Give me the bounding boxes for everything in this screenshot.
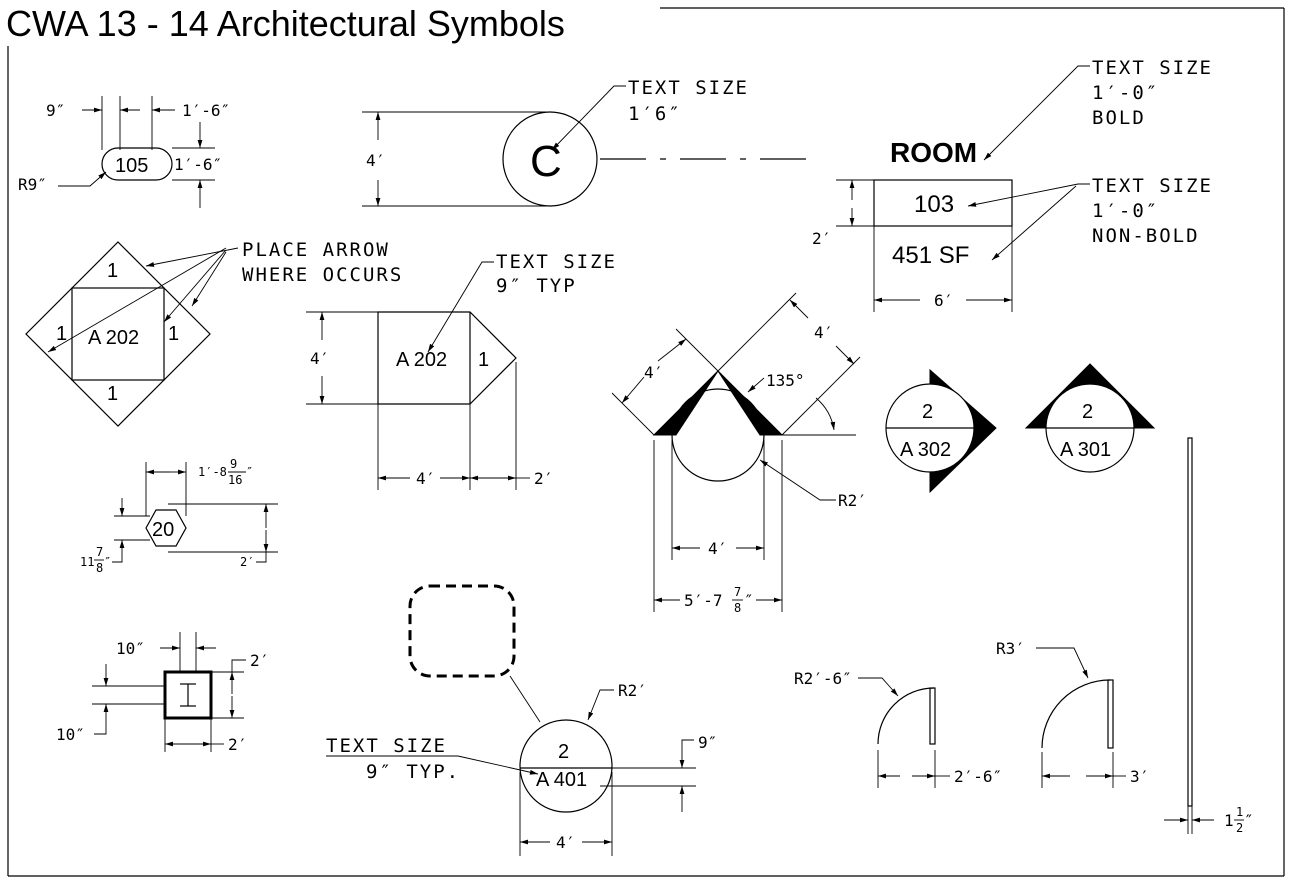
room-name-number: 103 bbox=[914, 191, 954, 218]
section-tag-note-2: 1′6″ bbox=[628, 103, 682, 125]
room-nonbold-note-1: TEXT SIZE bbox=[1092, 175, 1213, 197]
hex-height-inch: ″ bbox=[104, 555, 111, 569]
room-name-tag: TEXT SIZE 1′-0″ BOLD ROOM 103 451 SF TEX… bbox=[812, 57, 1213, 312]
detail-overall: 5′-7 bbox=[684, 591, 723, 610]
detail-overall-inch: ″ bbox=[744, 591, 754, 610]
wall-thickness: 1 1 2 ″ bbox=[1164, 437, 1254, 835]
room-nonbold-note-2: 1′-0″ bbox=[1092, 200, 1159, 222]
detail-tag-135: 4′ 4′ 135° R2′ 4′ 5′-7 7 8 ″ bbox=[611, 292, 867, 615]
section-tag-note-1: TEXT SIZE bbox=[628, 77, 749, 99]
interior-elevation-tag: 1 1 1 1 A 202 PLACE ARROW WHERE OCCURS bbox=[25, 239, 403, 427]
elev-tag-note-1: TEXT SIZE bbox=[496, 251, 617, 273]
hex-height-frac-den: 8 bbox=[96, 561, 103, 575]
room-name: ROOM bbox=[890, 137, 977, 168]
section-tag-a301: 2 A 301 bbox=[1024, 363, 1156, 473]
elev-tag-width: 4′ bbox=[416, 469, 435, 488]
elev-tag-height: 4′ bbox=[310, 349, 329, 368]
int-elev-note-2: WHERE OCCURS bbox=[242, 264, 403, 286]
elev-tag-point: 2′ bbox=[534, 469, 553, 488]
column-bottom-dim: 2′ bbox=[228, 735, 247, 754]
door-1-width: 2′-6″ bbox=[954, 767, 1002, 786]
door-1-radius: R2′-6″ bbox=[794, 669, 852, 688]
callout-sheet: A 401 bbox=[536, 769, 587, 791]
column-tag: 10″ 10″ 2′ 2′ bbox=[56, 632, 269, 754]
callout-diameter: 4′ bbox=[556, 833, 575, 852]
door-2-radius: R3′ bbox=[996, 639, 1025, 658]
room-tag-radius: R9″ bbox=[18, 175, 47, 194]
detail-overall-frac-num: 7 bbox=[734, 585, 741, 599]
sheet-border bbox=[7, 7, 1285, 877]
hex-tag: 20 1′-8 9 16 ″ 11 7 8 ″ 2′ bbox=[80, 457, 278, 575]
hex-width: 1′-8 bbox=[198, 465, 227, 479]
room-nonbold-note-3: NON-BOLD bbox=[1092, 225, 1200, 247]
column-right-dim: 2′ bbox=[250, 651, 269, 670]
hex-depth: 2′ bbox=[240, 555, 254, 569]
wall-thickness-inch: ″ bbox=[1244, 811, 1254, 830]
detail-angle: 135° bbox=[766, 371, 805, 390]
wall-thickness-whole: 1 bbox=[1224, 811, 1234, 830]
detail-diameter: 4′ bbox=[708, 539, 727, 558]
room-tag-height: 1′-6″ bbox=[174, 155, 222, 174]
detail-overall-frac-den: 8 bbox=[734, 601, 741, 615]
hex-width-frac-den: 16 bbox=[228, 473, 242, 487]
section-302-sheet: A 302 bbox=[900, 439, 951, 461]
hex-height-frac-num: 7 bbox=[96, 545, 103, 559]
int-elev-top: 1 bbox=[107, 260, 118, 282]
callout-number: 2 bbox=[558, 741, 569, 763]
hex-height: 11 bbox=[80, 555, 94, 569]
callout-text-height: 9″ bbox=[698, 733, 717, 752]
column-top-dim: 10″ bbox=[116, 639, 145, 658]
room-bold-note-1: TEXT SIZE bbox=[1092, 57, 1213, 79]
detail-radius: R2′ bbox=[838, 491, 867, 510]
room-tag-number: 105 bbox=[115, 155, 148, 177]
detail-side-1: 4′ bbox=[644, 363, 663, 382]
door-2-width: 3′ bbox=[1130, 767, 1149, 786]
int-elev-left: 1 bbox=[56, 323, 67, 345]
room-bold-note-2: 1′-0″ bbox=[1092, 82, 1159, 104]
int-elev-bottom: 1 bbox=[107, 383, 118, 405]
int-elev-sheet: A 202 bbox=[88, 327, 139, 349]
room-name-width: 6′ bbox=[934, 291, 953, 310]
section-301-number: 2 bbox=[1082, 401, 1093, 423]
door-swing-2: R3′ 3′ bbox=[996, 639, 1149, 788]
elev-tag-number: 1 bbox=[478, 349, 489, 371]
callout-note-1: TEXT SIZE bbox=[326, 735, 447, 757]
wall-thickness-frac-den: 2 bbox=[1236, 821, 1243, 835]
section-tag-a302: 2 A 302 bbox=[885, 368, 997, 494]
hex-width-inch: ″ bbox=[246, 465, 253, 479]
section-tag-height: 4′ bbox=[366, 151, 385, 170]
door-swing-1: R2′-6″ 2′-6″ bbox=[794, 669, 1002, 788]
int-elev-note-1: PLACE ARROW bbox=[242, 239, 390, 261]
section-302-number: 2 bbox=[922, 401, 933, 423]
elev-tag-sheet: A 202 bbox=[396, 349, 447, 371]
int-elev-right: 1 bbox=[168, 323, 179, 345]
room-name-area: 451 SF bbox=[892, 242, 969, 269]
wall-thickness-frac-num: 1 bbox=[1236, 805, 1243, 819]
room-number-tag: 9″ 1′-6″ 105 1′-6″ R9″ bbox=[18, 96, 230, 208]
elevation-tag: TEXT SIZE 9″ TYP A 202 1 4′ 4′ 2′ bbox=[306, 251, 617, 490]
room-name-height: 2′ bbox=[812, 229, 831, 248]
detail-side-2: 4′ bbox=[814, 323, 833, 342]
callout-radius: R2′ bbox=[618, 681, 647, 700]
hex-number: 20 bbox=[152, 519, 174, 541]
column-left-dim: 10″ bbox=[56, 725, 85, 744]
room-tag-dim-left: 9″ bbox=[46, 101, 65, 120]
room-bold-note-3: BOLD bbox=[1092, 107, 1146, 129]
elev-tag-note-2: 9″ TYP bbox=[496, 275, 577, 297]
callout-tag: 2 A 401 R2′ TEXT SIZE 9″ TYP. 9″ 4′ bbox=[326, 584, 717, 856]
section-301-sheet: A 301 bbox=[1060, 439, 1111, 461]
page-title: CWA 13 - 14 Architectural Symbols bbox=[6, 3, 565, 44]
hex-width-frac-num: 9 bbox=[230, 457, 237, 471]
section-c-tag: 4′ C TEXT SIZE 1′6″ bbox=[362, 77, 820, 207]
room-tag-dim-right: 1′-6″ bbox=[182, 101, 230, 120]
callout-note-2: 9″ TYP. bbox=[366, 761, 460, 783]
